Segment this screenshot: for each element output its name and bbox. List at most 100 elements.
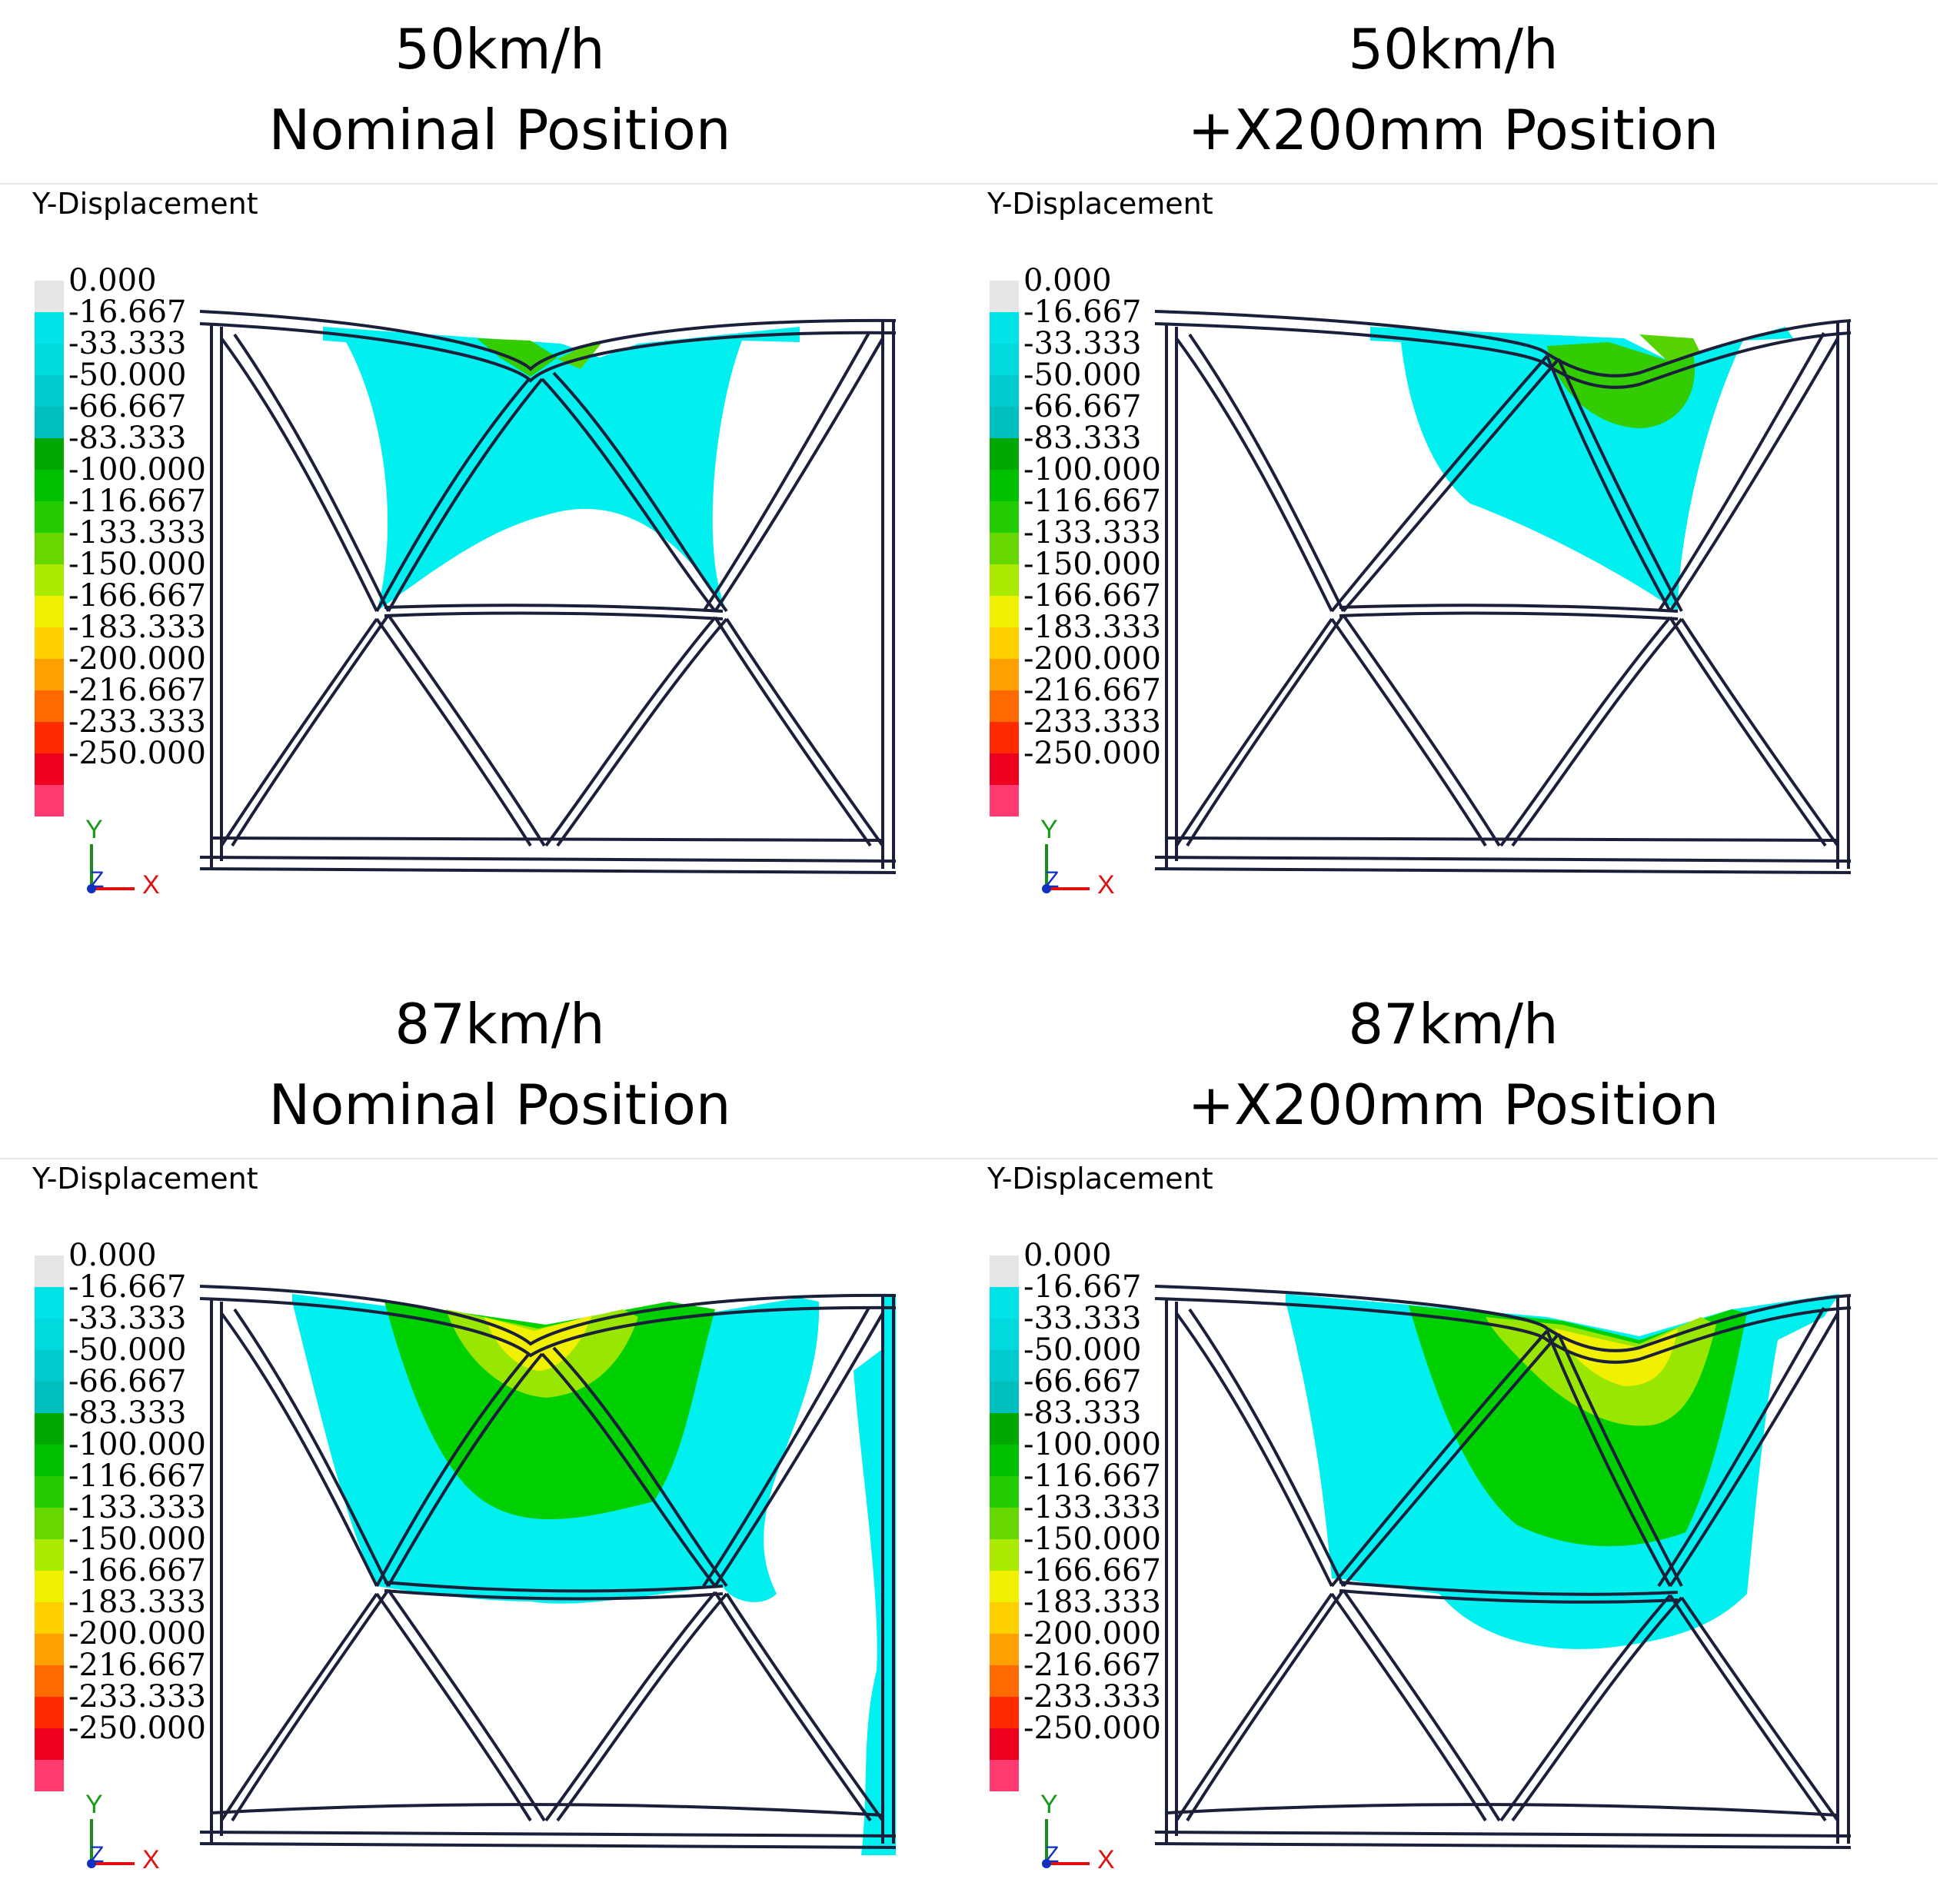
legend-value: 0.000 — [68, 1238, 157, 1273]
legend-swatch — [35, 1445, 64, 1476]
legend-value: -216.667 — [68, 1648, 206, 1683]
frame-structure — [1154, 310, 1852, 874]
legend-value: -233.333 — [68, 704, 206, 740]
legend-swatch — [990, 312, 1019, 344]
axis-x-label: X — [1097, 1845, 1115, 1873]
title-position: Nominal Position — [268, 98, 731, 162]
legend-value: -116.667 — [68, 1458, 206, 1494]
axis-x-label: X — [142, 1845, 160, 1873]
legend-value: -250.000 — [68, 1711, 206, 1746]
legend-value: -66.667 — [1023, 1364, 1142, 1399]
legend-swatch — [35, 1634, 64, 1665]
legend-value: -216.667 — [1023, 1648, 1161, 1683]
legend-value: -216.667 — [68, 673, 206, 708]
legend-value: -166.667 — [1023, 578, 1161, 614]
legend-value: 0.000 — [68, 263, 157, 298]
legend-value: -150.000 — [68, 547, 206, 582]
legend-swatch — [35, 1728, 64, 1760]
legend-value: -150.000 — [1023, 547, 1161, 582]
legend-value: -83.333 — [68, 421, 187, 456]
legend-swatch — [990, 1508, 1019, 1539]
title-position: Nominal Position — [268, 1073, 731, 1137]
legend-value: -233.333 — [1023, 704, 1161, 740]
legend-value: -50.000 — [68, 1332, 187, 1368]
panel-label: Y-Displacement — [32, 1162, 258, 1196]
legend-swatch — [35, 1665, 64, 1697]
axis-x-label: X — [142, 870, 160, 898]
legend-value: -50.000 — [68, 358, 187, 393]
legend-swatch — [35, 1508, 64, 1539]
legend-value: -16.667 — [68, 1269, 187, 1305]
legend-value: -83.333 — [68, 1395, 187, 1431]
legend-swatch — [990, 1350, 1019, 1382]
legend-swatch — [990, 596, 1019, 627]
legend-value: -83.333 — [1023, 421, 1142, 456]
legend-swatch — [990, 1728, 1019, 1760]
color-legend: 0.000 -16.667 -33.333 -50.000 -66.667 -83.333… — [35, 263, 265, 816]
legend-swatch — [990, 470, 1019, 501]
separator-bottom — [0, 1158, 1938, 1159]
legend-value: -166.667 — [68, 578, 206, 614]
title-speed: 87km/h — [394, 992, 605, 1056]
legend-swatch — [35, 659, 64, 690]
title-top-right: 50km/h +X200mm Position — [1030, 9, 1876, 171]
axis-triad: Y Z X — [85, 1790, 160, 1873]
legend-swatch — [35, 1602, 64, 1634]
legend-swatch — [35, 344, 64, 375]
legend-swatch — [35, 1255, 64, 1287]
fe-panel-87kmh-nominal — [199, 1285, 897, 1855]
axis-z-label: Z — [90, 1842, 104, 1867]
legend-value: -200.000 — [68, 641, 206, 677]
legend-swatch — [990, 438, 1019, 470]
panel-label: Y-Displacement — [987, 187, 1213, 221]
title-speed: 50km/h — [394, 17, 605, 81]
legend-value: -150.000 — [68, 1522, 206, 1557]
title-position: +X200mm Position — [1187, 98, 1719, 162]
legend-swatch — [990, 659, 1019, 690]
legend-swatch — [990, 1476, 1019, 1508]
legend-value: -166.667 — [1023, 1553, 1161, 1588]
legend-value: -200.000 — [1023, 1616, 1161, 1651]
legend-swatch — [35, 1350, 64, 1382]
legend-swatch — [35, 501, 64, 533]
legend-value: -133.333 — [1023, 515, 1161, 550]
legend-value: 0.000 — [1023, 263, 1112, 298]
legend-swatch — [35, 1697, 64, 1728]
axis-y-label: Y — [85, 815, 103, 844]
legend-swatch — [35, 722, 64, 753]
legend-value: -166.667 — [68, 1553, 206, 1588]
legend-value: -16.667 — [68, 294, 187, 330]
legend-swatch — [35, 375, 64, 407]
color-legend: 0.000 -16.667 -33.333 -50.000 -66.667 -83.333… — [35, 1238, 265, 1791]
legend-swatch — [990, 753, 1019, 785]
legend-value: -216.667 — [1023, 673, 1161, 708]
legend-swatch — [990, 1445, 1019, 1476]
legend-value: -16.667 — [1023, 294, 1142, 330]
legend-value: -183.333 — [1023, 610, 1161, 645]
legend-value: -183.333 — [68, 1585, 206, 1620]
legend-value: -66.667 — [68, 389, 187, 424]
legend-swatch — [990, 533, 1019, 564]
legend-value: -183.333 — [68, 610, 206, 645]
legend-value: -50.000 — [1023, 1332, 1142, 1368]
legend-swatch — [990, 627, 1019, 659]
legend-value: -133.333 — [1023, 1490, 1161, 1525]
legend-value: -116.667 — [1023, 1458, 1161, 1494]
legend-swatch — [990, 1287, 1019, 1319]
legend-swatch — [35, 1760, 64, 1791]
axis-x-label: X — [1097, 870, 1115, 898]
legend-swatch — [990, 407, 1019, 438]
legend-value: -66.667 — [1023, 389, 1142, 424]
legend-value: -66.667 — [68, 1364, 187, 1399]
legend-swatch — [35, 470, 64, 501]
legend-value: -233.333 — [1023, 1679, 1161, 1714]
displacement-contour — [1286, 1294, 1839, 1649]
legend-value: -183.333 — [1023, 1585, 1161, 1620]
displacement-contour — [323, 327, 800, 611]
legend-swatch — [35, 753, 64, 785]
legend-swatch — [35, 596, 64, 627]
panel-label: Y-Displacement — [987, 1162, 1213, 1196]
axis-triad: Y Z X — [1040, 1790, 1115, 1873]
legend-value: -116.667 — [68, 484, 206, 519]
fe-panel-50kmh-nominal — [199, 310, 897, 874]
